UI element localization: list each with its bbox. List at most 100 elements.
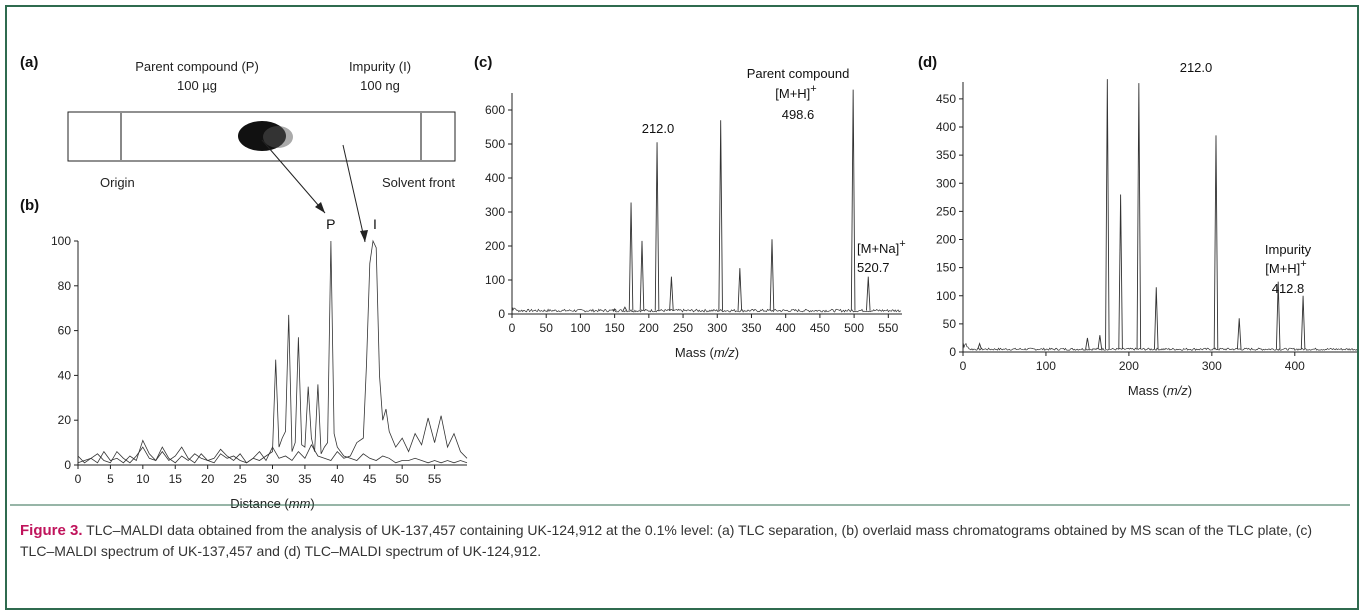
spectrum-peak-c: [769, 239, 775, 311]
x-tick-label-b: 50: [395, 472, 409, 486]
x-tick-label-d: 100: [1036, 359, 1056, 373]
peak-annotation-i: I: [373, 216, 377, 232]
y-tick-label-c: 300: [485, 205, 505, 219]
spectrum-peak-d: [1118, 194, 1123, 350]
y-tick-label-c: 200: [485, 239, 505, 253]
spectrum-peak-c: [639, 240, 645, 311]
spectrum-baseline-d: [962, 341, 1358, 351]
x-tick-label-b: 45: [363, 472, 377, 486]
y-tick-label-b: 60: [58, 324, 72, 338]
caption-lead: Figure 3.: [20, 522, 83, 539]
x-tick-label-c: 550: [878, 321, 898, 335]
x-tick-label-d: 300: [1202, 359, 1222, 373]
x-label-italic: m/z: [714, 345, 735, 360]
x-tick-label-c: 200: [639, 321, 659, 335]
chromatogram-series-2: [77, 239, 468, 464]
x-axis-label-b: Distance (mm): [230, 496, 315, 511]
annotation-part: [M+H]: [775, 86, 810, 101]
spectrum-peak-d: [1213, 135, 1219, 350]
y-tick-label-c: 400: [485, 171, 505, 185]
spectrum-peak-d: [1085, 337, 1090, 350]
annotation-superscript: +: [1300, 258, 1306, 270]
x-tick-label-b: 55: [428, 472, 442, 486]
x-label-part: ): [1188, 383, 1192, 398]
x-tick-label-b: 5: [107, 472, 114, 486]
spectrum-baseline-c: [511, 306, 902, 313]
y-tick-label-b: 20: [58, 413, 72, 427]
tlc-parent-amount: 100 µg: [177, 78, 217, 93]
x-tick-label-c: 0: [509, 321, 516, 335]
spectrum-peak-c: [628, 202, 634, 311]
x-label-part: Distance (: [230, 496, 289, 511]
x-tick-label-b: 0: [75, 472, 82, 486]
y-tick-label-d: 250: [936, 204, 956, 218]
x-tick-label-c: 150: [605, 321, 625, 335]
figure-frame: [5, 5, 1359, 610]
x-axis-label-c: Mass (m/z): [675, 345, 739, 360]
y-tick-label-b: 0: [64, 458, 71, 472]
spectrum-annotation-c: 212.0: [642, 121, 675, 136]
tlc-front-label: Solvent front: [382, 175, 455, 190]
annotation-superscript: +: [899, 238, 905, 250]
caption-text: TLC–MALDI data obtained from the analysi…: [20, 522, 1313, 559]
y-tick-label-d: 300: [936, 176, 956, 190]
spectrum-peak-d: [1154, 287, 1159, 350]
x-tick-label-b: 15: [169, 472, 183, 486]
panel-label-a: (a): [20, 54, 38, 71]
spectrum-annotation-d: [M+H]+: [1265, 258, 1306, 276]
arrow-head-i: [360, 230, 368, 242]
y-tick-label-b: 100: [51, 234, 71, 248]
spectrum-annotation-d: Impurity: [1265, 242, 1312, 257]
annotation-part: [M+Na]: [857, 241, 899, 256]
panel-label-b: (b): [20, 197, 39, 214]
x-label-part: ): [735, 345, 739, 360]
tlc-spot-tail: [263, 126, 293, 148]
x-tick-label-c: 450: [810, 321, 830, 335]
x-label-italic: m/z: [1167, 383, 1188, 398]
peak-annotation-p: P: [326, 216, 335, 232]
spectrum-annotation-d: 412.8: [1272, 281, 1305, 296]
y-tick-label-d: 0: [949, 345, 956, 359]
tlc-impurity-amount: 100 ng: [360, 78, 400, 93]
annotation-superscript: +: [810, 83, 816, 95]
tlc-parent-label: Parent compound (P): [135, 59, 259, 74]
spectrum-peak-d: [1136, 83, 1142, 350]
chart-c: 0 50 100 150 200 250 300 350 400 450 500 550 0 100 200…: [485, 66, 906, 360]
x-label-part: ): [310, 496, 314, 511]
x-tick-label-c: 350: [741, 321, 761, 335]
x-tick-label-c: 500: [844, 321, 864, 335]
spectrum-peak-d: [1236, 318, 1242, 350]
x-tick-label-c: 250: [673, 321, 693, 335]
x-label-part: Mass (: [1128, 383, 1168, 398]
x-tick-label-c: 300: [707, 321, 727, 335]
spectrum-peak-d: [1300, 295, 1306, 350]
y-tick-label-d: 400: [936, 120, 956, 134]
x-tick-label-b: 25: [233, 472, 247, 486]
x-tick-label-b: 40: [331, 472, 345, 486]
spectrum-annotation-c: [M+Na]+: [857, 238, 906, 256]
arrow-head-p: [315, 202, 325, 213]
x-tick-label-d: 0: [960, 359, 967, 373]
spectrum-peak-c: [612, 308, 617, 311]
tlc-origin-label: Origin: [100, 175, 135, 190]
x-axis-label-d: Mass (m/z): [1128, 383, 1192, 398]
x-label-italic: mm: [289, 496, 311, 511]
y-tick-label-d: 200: [936, 233, 956, 247]
spectrum-annotation-c: 498.6: [782, 107, 815, 122]
x-tick-label-d: 400: [1285, 359, 1305, 373]
spectrum-peak-d: [1097, 335, 1103, 350]
y-tick-label-d: 450: [936, 92, 956, 106]
y-tick-label-d: 100: [936, 289, 956, 303]
spectrum-peak-c: [669, 276, 674, 311]
spectrum-annotation-c: [M+H]+: [775, 83, 816, 101]
y-tick-label-b: 80: [58, 279, 72, 293]
spectrum-peak-d: [1275, 281, 1281, 350]
spectrum-peak-d: [977, 342, 982, 350]
x-tick-label-b: 35: [298, 472, 312, 486]
spectrum-peak-c: [850, 89, 856, 311]
spectrum-peak-c: [866, 276, 871, 311]
y-tick-label-d: 350: [936, 148, 956, 162]
chart-d: 0 100 200 300 400 0 50 100 150 200 250 300 350 400 450…: [936, 60, 1358, 398]
arrow-to-p: [261, 139, 326, 214]
